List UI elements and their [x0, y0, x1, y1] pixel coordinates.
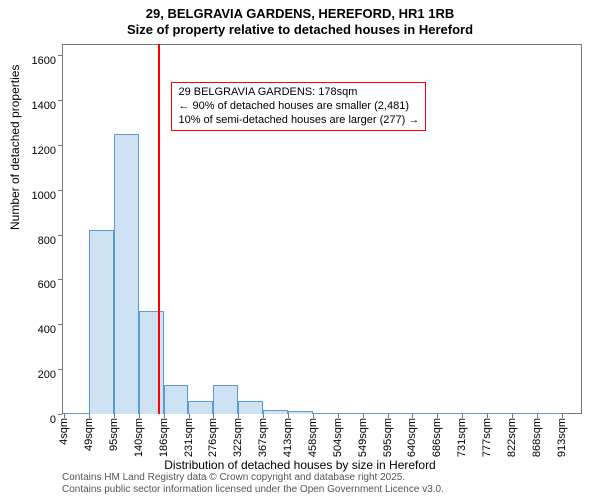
y-tick-label: 1400 — [6, 100, 56, 112]
y-tick-mark — [58, 279, 62, 280]
x-tick-label: 549sqm — [357, 418, 369, 457]
x-tick-label: 913sqm — [556, 418, 568, 457]
annotation-line: ← 90% of detached houses are smaller (2,… — [178, 100, 419, 114]
x-tick-label: 95sqm — [108, 418, 120, 451]
y-tick-label: 1000 — [6, 190, 56, 202]
y-tick-label: 400 — [6, 324, 56, 336]
annotation-line: 10% of semi-detached houses are larger (… — [178, 114, 419, 128]
x-tick-label: 504sqm — [332, 418, 344, 457]
y-tick-label: 800 — [6, 235, 56, 247]
x-tick-label: 868sqm — [531, 418, 543, 457]
footer-line-1: Contains HM Land Registry data © Crown c… — [62, 472, 444, 484]
y-tick-label: 0 — [6, 414, 56, 426]
title-line-1: 29, BELGRAVIA GARDENS, HEREFORD, HR1 1RB — [0, 6, 600, 22]
x-tick-label: 686sqm — [431, 418, 443, 457]
annotation-layer: 29 BELGRAVIA GARDENS: 178sqm← 90% of det… — [62, 44, 582, 414]
y-tick-mark — [58, 55, 62, 56]
x-tick-label: 186sqm — [158, 418, 170, 457]
x-tick-label: 49sqm — [83, 418, 95, 451]
y-tick-label: 1200 — [6, 145, 56, 157]
x-tick-label: 640sqm — [406, 418, 418, 457]
annotation-box: 29 BELGRAVIA GARDENS: 178sqm← 90% of det… — [171, 82, 426, 131]
x-tick-label: 231sqm — [183, 418, 195, 457]
x-tick-label: 4sqm — [58, 418, 70, 445]
chart-title: 29, BELGRAVIA GARDENS, HEREFORD, HR1 1RB… — [0, 0, 600, 39]
x-tick-label: 458sqm — [307, 418, 319, 457]
chart-container: 29, BELGRAVIA GARDENS, HEREFORD, HR1 1RB… — [0, 0, 600, 500]
footer-attribution: Contains HM Land Registry data © Crown c… — [62, 472, 444, 496]
x-tick-label: 595sqm — [382, 418, 394, 457]
annotation-line: 29 BELGRAVIA GARDENS: 178sqm — [178, 86, 419, 100]
y-tick-label: 200 — [6, 369, 56, 381]
x-tick-label: 822sqm — [506, 418, 518, 457]
y-tick-mark — [58, 145, 62, 146]
x-tick-label: 367sqm — [257, 418, 269, 457]
x-axis-label: Distribution of detached houses by size … — [0, 458, 600, 472]
x-tick-label: 413sqm — [282, 418, 294, 457]
x-tick-label: 322sqm — [232, 418, 244, 457]
y-tick-mark — [58, 414, 62, 415]
y-tick-mark — [58, 369, 62, 370]
y-tick-label: 1600 — [6, 55, 56, 67]
y-tick-mark — [58, 190, 62, 191]
plot-area: 29 BELGRAVIA GARDENS: 178sqm← 90% of det… — [62, 44, 582, 414]
x-tick-label: 276sqm — [207, 418, 219, 457]
y-tick-mark — [58, 235, 62, 236]
y-tick-mark — [58, 100, 62, 101]
y-tick-mark — [58, 324, 62, 325]
x-tick-label: 140sqm — [133, 418, 145, 457]
footer-line-2: Contains public sector information licen… — [62, 484, 444, 496]
x-tick-label: 777sqm — [481, 418, 493, 457]
x-tick-label: 731sqm — [456, 418, 468, 457]
y-tick-label: 600 — [6, 279, 56, 291]
title-line-2: Size of property relative to detached ho… — [0, 22, 600, 38]
